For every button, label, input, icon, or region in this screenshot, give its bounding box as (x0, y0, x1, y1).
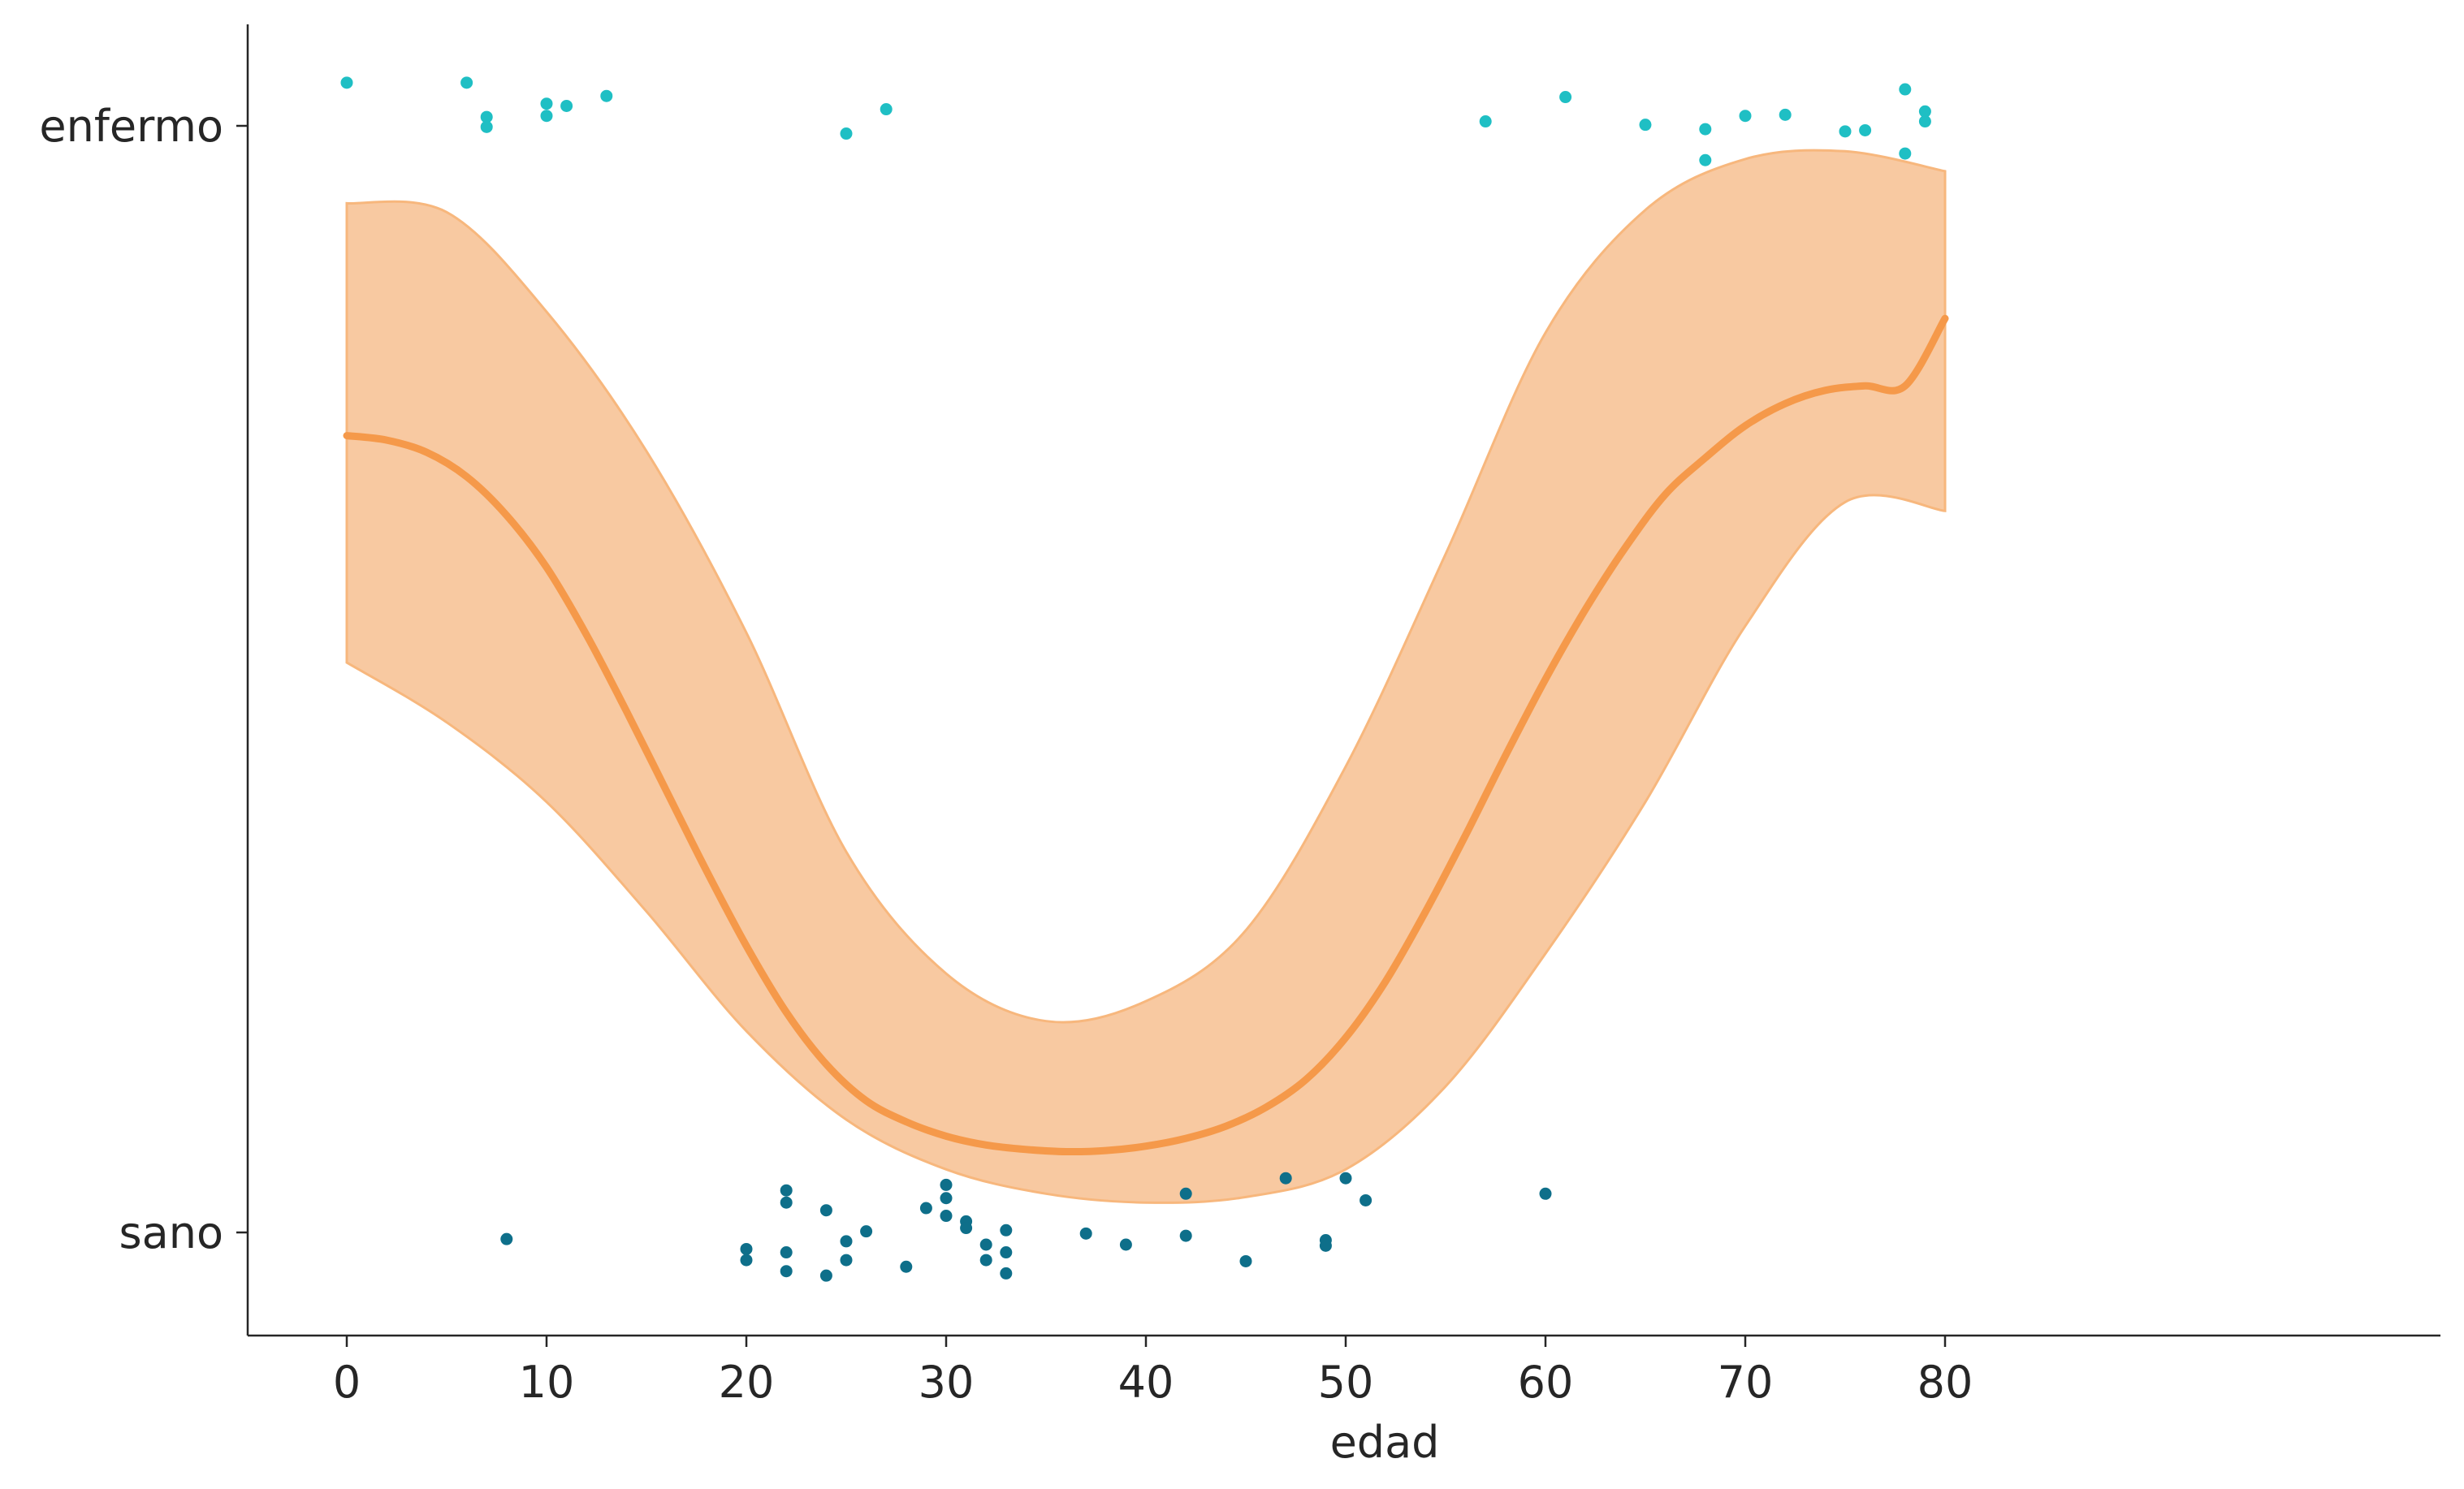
data-points-layer (340, 76, 1931, 1282)
point-enfermo (1479, 115, 1492, 128)
point-sano (740, 1254, 753, 1267)
point-enfermo (340, 76, 353, 89)
x-tick-label: 50 (1318, 1357, 1374, 1408)
point-sano (1179, 1229, 1192, 1242)
mean-line (343, 314, 1949, 1156)
point-enfermo (1699, 153, 1712, 166)
point-sano (1179, 1187, 1192, 1200)
point-sano (1079, 1227, 1092, 1240)
x-tick-label: 60 (1518, 1357, 1574, 1408)
point-sano (740, 1242, 753, 1255)
point-sano (1279, 1172, 1292, 1185)
point-enfermo (880, 103, 893, 116)
x-tick-label: 80 (1917, 1357, 1973, 1408)
point-enfermo (1859, 123, 1872, 136)
point-sano (900, 1260, 913, 1273)
x-tick-label: 30 (919, 1357, 975, 1408)
point-sano (960, 1222, 973, 1235)
point-enfermo (540, 110, 553, 123)
point-sano (1360, 1193, 1372, 1206)
mean-line-layer (343, 314, 1949, 1156)
point-sano (919, 1202, 932, 1215)
x-tick-label: 40 (1118, 1357, 1174, 1408)
point-enfermo (1559, 91, 1572, 104)
point-enfermo (560, 99, 573, 112)
x-tick-label: 10 (519, 1357, 575, 1408)
point-sano (1000, 1267, 1013, 1280)
point-sano (819, 1269, 832, 1282)
point-sano (780, 1246, 793, 1259)
point-sano (1119, 1238, 1132, 1251)
y-tick-label: sano (119, 1207, 224, 1258)
credible-interval-band-layer (345, 149, 1947, 1204)
point-enfermo (540, 97, 553, 110)
point-sano (979, 1238, 992, 1251)
point-enfermo (840, 127, 853, 140)
point-enfermo (600, 89, 613, 102)
x-axis-label: edad (1330, 1417, 1440, 1468)
point-sano (1000, 1246, 1013, 1259)
credible-interval-band (345, 149, 1947, 1204)
point-sano (940, 1210, 953, 1223)
y-tick-label: enfermo (39, 101, 223, 152)
point-enfermo (480, 110, 493, 123)
point-sano (940, 1178, 953, 1191)
point-enfermo (1839, 125, 1852, 138)
point-sano (780, 1265, 793, 1278)
point-enfermo (1918, 115, 1931, 128)
point-enfermo (1899, 83, 1912, 96)
point-sano (780, 1184, 793, 1197)
point-sano (940, 1192, 953, 1205)
point-sano (1539, 1187, 1552, 1200)
point-enfermo (480, 120, 493, 133)
point-sano (1000, 1224, 1013, 1237)
point-sano (840, 1254, 853, 1267)
point-enfermo (1739, 110, 1752, 123)
point-enfermo (1899, 147, 1912, 160)
x-tick-label: 0 (333, 1357, 361, 1408)
point-sano (500, 1232, 513, 1245)
point-sano (819, 1204, 832, 1217)
point-enfermo (460, 76, 473, 89)
point-sano (1339, 1172, 1352, 1185)
point-sano (860, 1225, 873, 1238)
point-enfermo (1699, 123, 1712, 136)
point-sano (1239, 1254, 1252, 1267)
point-enfermo (1918, 105, 1931, 118)
point-sano (840, 1235, 853, 1248)
x-tick-label: 20 (719, 1357, 775, 1408)
ticks: 0 10 20 30 40 50 60 70 80 sano enfermo (39, 101, 1973, 1408)
point-enfermo (1639, 119, 1652, 132)
axes (246, 24, 2440, 1337)
point-sano (1319, 1239, 1332, 1252)
point-sano (979, 1254, 992, 1267)
point-enfermo (1779, 108, 1792, 121)
x-tick-label: 70 (1718, 1357, 1774, 1408)
point-sano (780, 1196, 793, 1209)
